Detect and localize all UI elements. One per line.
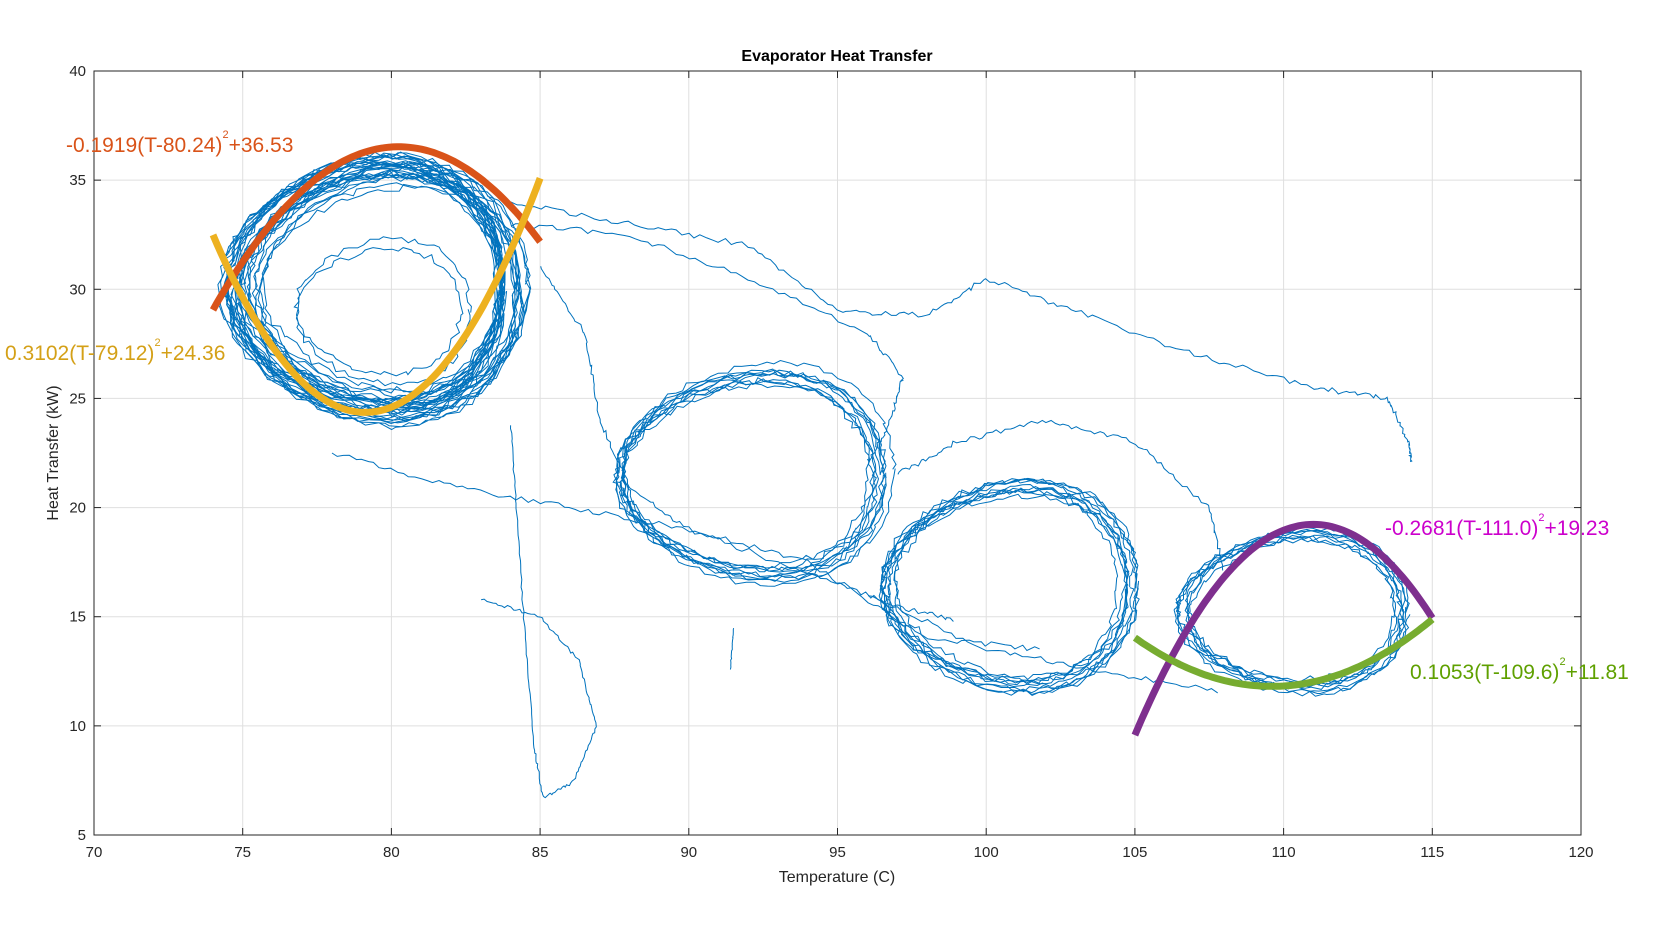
- y-axis-label: Heat Transfer (kW): [45, 385, 62, 520]
- fit-label: -0.2681(T-111.0)2+19.23: [1385, 512, 1609, 540]
- x-tick-label: 100: [974, 844, 999, 861]
- x-tick-label: 95: [829, 844, 846, 861]
- data-line: [510, 223, 905, 463]
- y-tick-label: 10: [69, 718, 86, 735]
- data-line: [879, 478, 1129, 696]
- fit-curve: [209, 143, 543, 312]
- fit-curve: [1132, 616, 1435, 690]
- data-line: [621, 359, 897, 583]
- fit-label: -0.1919(T-80.24)2+36.53: [66, 129, 293, 157]
- x-tick-label: 70: [86, 844, 103, 861]
- data-line: [230, 168, 508, 416]
- data-line: [510, 201, 1413, 463]
- fit-curve: [209, 177, 544, 416]
- y-tick-label: 30: [69, 281, 86, 298]
- y-tick-label: 40: [69, 63, 86, 80]
- y-tick-label: 25: [69, 390, 86, 407]
- x-tick-label: 110: [1272, 844, 1296, 861]
- data-line: [620, 369, 887, 582]
- data-line: [293, 236, 472, 387]
- chart-title: Evaporator Heat Transfer: [741, 48, 932, 65]
- data-line: [331, 452, 1040, 652]
- data-line: [1175, 530, 1405, 689]
- x-tick-label: 90: [680, 844, 697, 861]
- y-axis-ticks: 5 10 15 20 25 30 35 40: [69, 63, 1581, 844]
- fit-curves: [209, 143, 1436, 737]
- data-line: [897, 419, 1224, 571]
- data-line: [887, 477, 1139, 696]
- x-tick-label: 120: [1568, 844, 1593, 861]
- x-tick-label: 75: [234, 844, 251, 861]
- data-line: [226, 160, 500, 416]
- y-tick-label: 5: [78, 827, 86, 844]
- data-line: [233, 171, 525, 422]
- x-tick-label: 105: [1122, 844, 1147, 861]
- x-tick-label: 115: [1420, 844, 1444, 861]
- y-tick-label: 15: [69, 609, 86, 626]
- y-tick-label: 20: [69, 500, 86, 517]
- x-axis-label: Temperature (C): [779, 869, 895, 886]
- fit-label: 0.1053(T-109.6)2+11.81: [1410, 656, 1629, 684]
- fit-curve: [1131, 520, 1436, 737]
- data-line: [729, 627, 735, 670]
- data-line: [481, 425, 597, 799]
- y-tick-label: 35: [69, 172, 86, 189]
- fit-labels: -0.1919(T-80.24)2+36.53 0.3102(T-79.12)2+…: [5, 129, 1629, 684]
- data-line: [612, 369, 884, 580]
- data-line: [1173, 528, 1406, 697]
- fit-label: 0.3102(T-79.12)2+24.36: [5, 337, 225, 365]
- data-series: [217, 151, 1413, 799]
- x-axis-ticks: 70 75 80 85 90 95 100 105 110 115 120: [86, 71, 1594, 861]
- grid: [93, 70, 1582, 836]
- x-tick-label: 85: [532, 844, 549, 861]
- x-tick-label: 80: [383, 844, 400, 861]
